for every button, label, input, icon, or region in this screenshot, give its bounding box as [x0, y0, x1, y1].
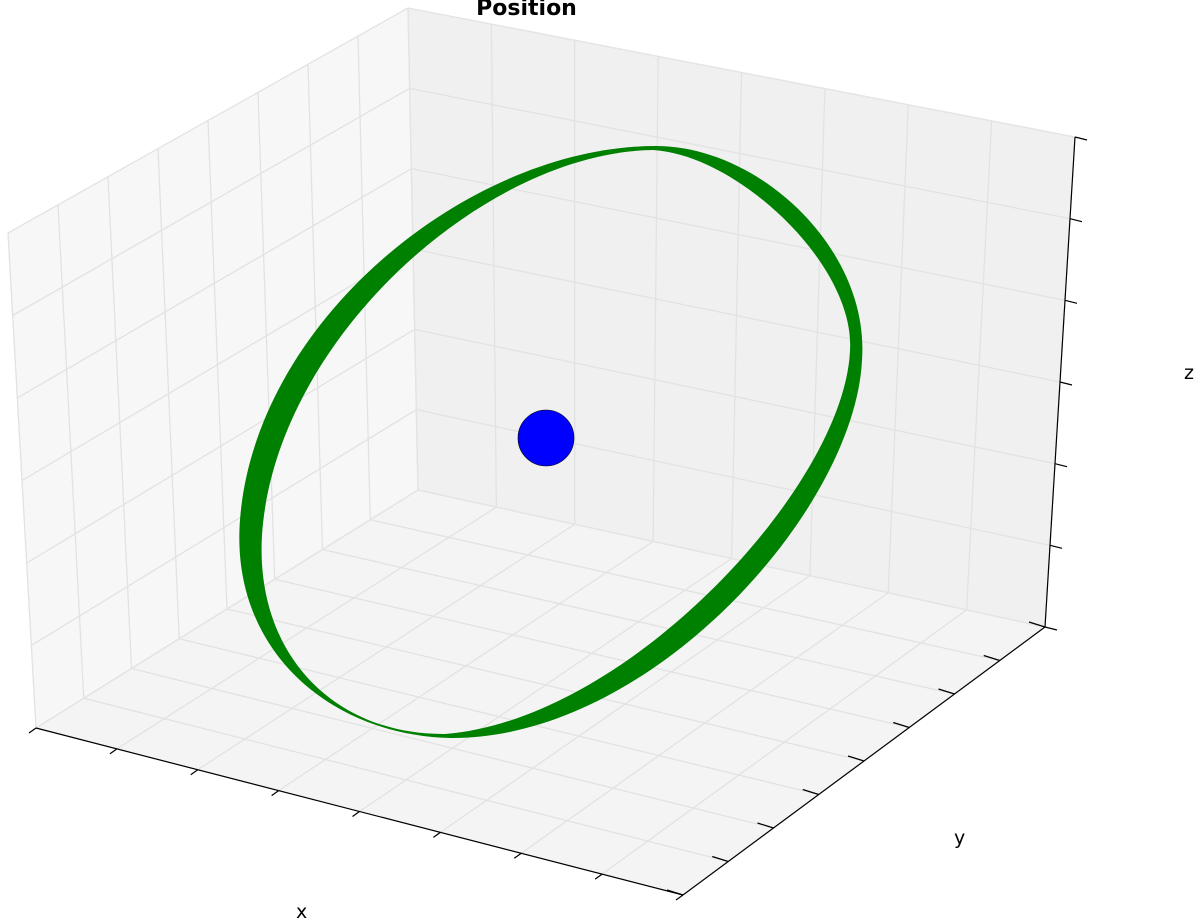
grid-line-y: [370, 519, 1000, 662]
z-tick: [1049, 544, 1063, 549]
x-tick: [433, 831, 441, 838]
y-axis-label: y: [954, 827, 966, 849]
y-tick: [712, 855, 729, 863]
x-tick: [675, 894, 684, 901]
central-body-marker: [517, 409, 575, 467]
grid-line-z: [411, 168, 1066, 301]
grid-line-z: [412, 248, 1061, 383]
grid-line-y: [274, 578, 910, 729]
z-tick: [1069, 218, 1083, 223]
x-tick: [352, 811, 360, 817]
x-axis-label: x: [296, 901, 308, 923]
grid-line-y: [226, 608, 865, 762]
grid-line-y: [322, 548, 955, 695]
x-tick: [28, 727, 37, 734]
axis-ticks: [28, 136, 1088, 901]
x-tick: [190, 769, 199, 776]
grid-line-z: [21, 248, 414, 482]
y-tick: [983, 654, 1000, 662]
grid-line-z: [17, 168, 412, 399]
grid-line-z: [30, 409, 417, 647]
z-tick: [1074, 136, 1088, 141]
z-tick: [1064, 299, 1078, 304]
grid-line-y: [83, 697, 729, 863]
z-tick: [1059, 381, 1073, 386]
y-tick: [938, 688, 955, 695]
y-tick: [893, 721, 910, 729]
orbit-ring: [239, 146, 863, 739]
x-tick: [513, 852, 522, 859]
z-tick: [1054, 463, 1068, 468]
x-tick: [594, 873, 603, 880]
y-tick: [802, 788, 819, 796]
grid-line-z: [409, 87, 1071, 220]
y-tick: [847, 755, 865, 762]
y-tick: [666, 889, 684, 896]
grid-line-z: [12, 87, 410, 317]
grid-line-z: [414, 328, 1056, 465]
grid-line-z: [26, 328, 416, 564]
y-tick: [757, 822, 774, 829]
z-tick: [1044, 626, 1058, 631]
x-tick: [109, 748, 118, 755]
x-tick: [271, 790, 279, 797]
z-axis-label: z: [1184, 362, 1194, 384]
grid-line-y: [131, 667, 774, 829]
pane-floor: [36, 490, 1045, 895]
y-tick: [1028, 621, 1046, 628]
chart-title: Position: [476, 0, 577, 21]
